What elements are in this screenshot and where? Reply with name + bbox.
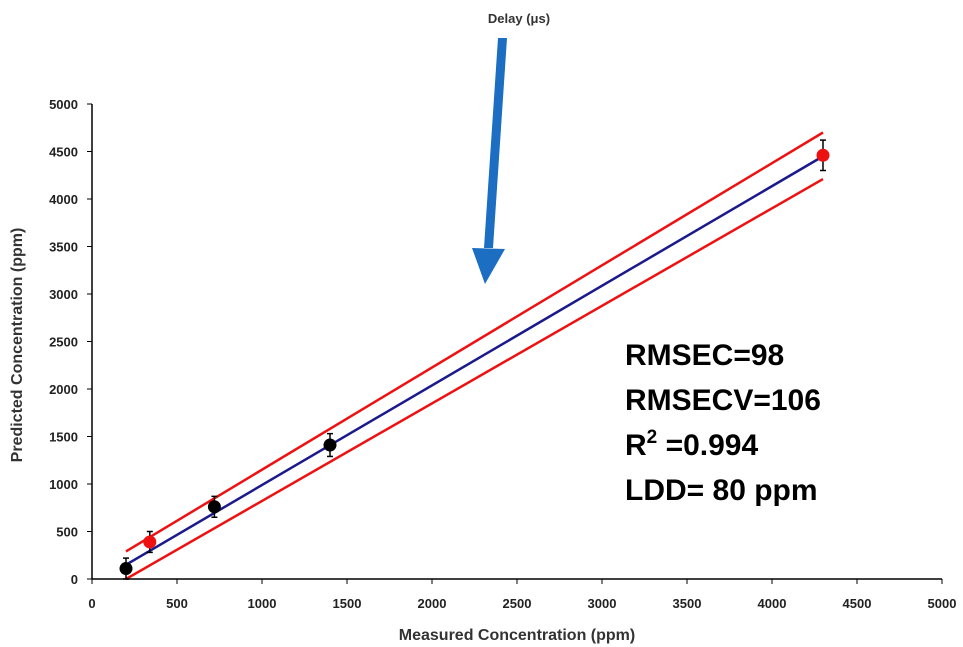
x-tick-label: 4000 (758, 596, 787, 611)
x-tick-label: 500 (166, 596, 188, 611)
fit-lines (125, 131, 824, 581)
y-tick-label: 1500 (49, 430, 78, 445)
calibration-point (207, 500, 221, 514)
y-tick-label: 5000 (49, 97, 78, 112)
x-tick-label: 5000 (928, 596, 957, 611)
y-tick-label: 2500 (49, 335, 78, 350)
calibration-point (323, 438, 337, 452)
x-tick-label: 0 (88, 596, 95, 611)
validation-point (816, 148, 830, 162)
x-axis-title: Measured Concentration (ppm) (399, 627, 635, 644)
confidence-line (125, 177, 824, 581)
y-tick-label: 3000 (49, 287, 78, 302)
ldd-label: LDD= 80 ppm (625, 474, 818, 507)
y-axis-title: Predicted Concentration (ppm) (9, 228, 26, 463)
y-tick-label: 500 (56, 525, 78, 540)
x-tick-label: 3500 (673, 596, 702, 611)
regression-line (125, 155, 824, 566)
y-tick-label: 2000 (49, 382, 78, 397)
y-tick-label: 3500 (49, 240, 78, 255)
r-squared-superscript: 2 (647, 427, 658, 448)
y-tick-label: 4500 (49, 145, 78, 160)
delay-label: Delay (μs) (488, 11, 550, 26)
data-points (119, 139, 830, 580)
y-tick-label: 1000 (49, 477, 78, 492)
ticks: 0 500 1000 1500 2000 2500 3000 3500 4000 4500 5000… (49, 97, 956, 611)
y-tick-label: 0 (71, 572, 78, 587)
arrow-shaft (484, 38, 507, 248)
arrow-head (472, 248, 505, 284)
x-tick-label: 4500 (843, 596, 872, 611)
confidence-line (125, 131, 824, 553)
y-tick-label: 4000 (49, 192, 78, 207)
r-squared-value: =0.994 (657, 429, 758, 462)
rmsec-label: RMSEC=98 (625, 339, 784, 372)
x-tick-label: 1000 (248, 596, 277, 611)
x-tick-label: 2000 (418, 596, 447, 611)
x-tick-label: 1500 (333, 596, 362, 611)
down-arrow (472, 38, 507, 284)
r-squared-base: R (625, 429, 647, 462)
x-tick-label: 2500 (503, 596, 532, 611)
calibration-point (119, 562, 133, 576)
rmsecv-label: RMSECV=106 (625, 384, 821, 417)
x-tick-label: 3000 (588, 596, 617, 611)
r-squared-label: R2 =0.994 (625, 427, 758, 462)
validation-point (143, 535, 157, 549)
